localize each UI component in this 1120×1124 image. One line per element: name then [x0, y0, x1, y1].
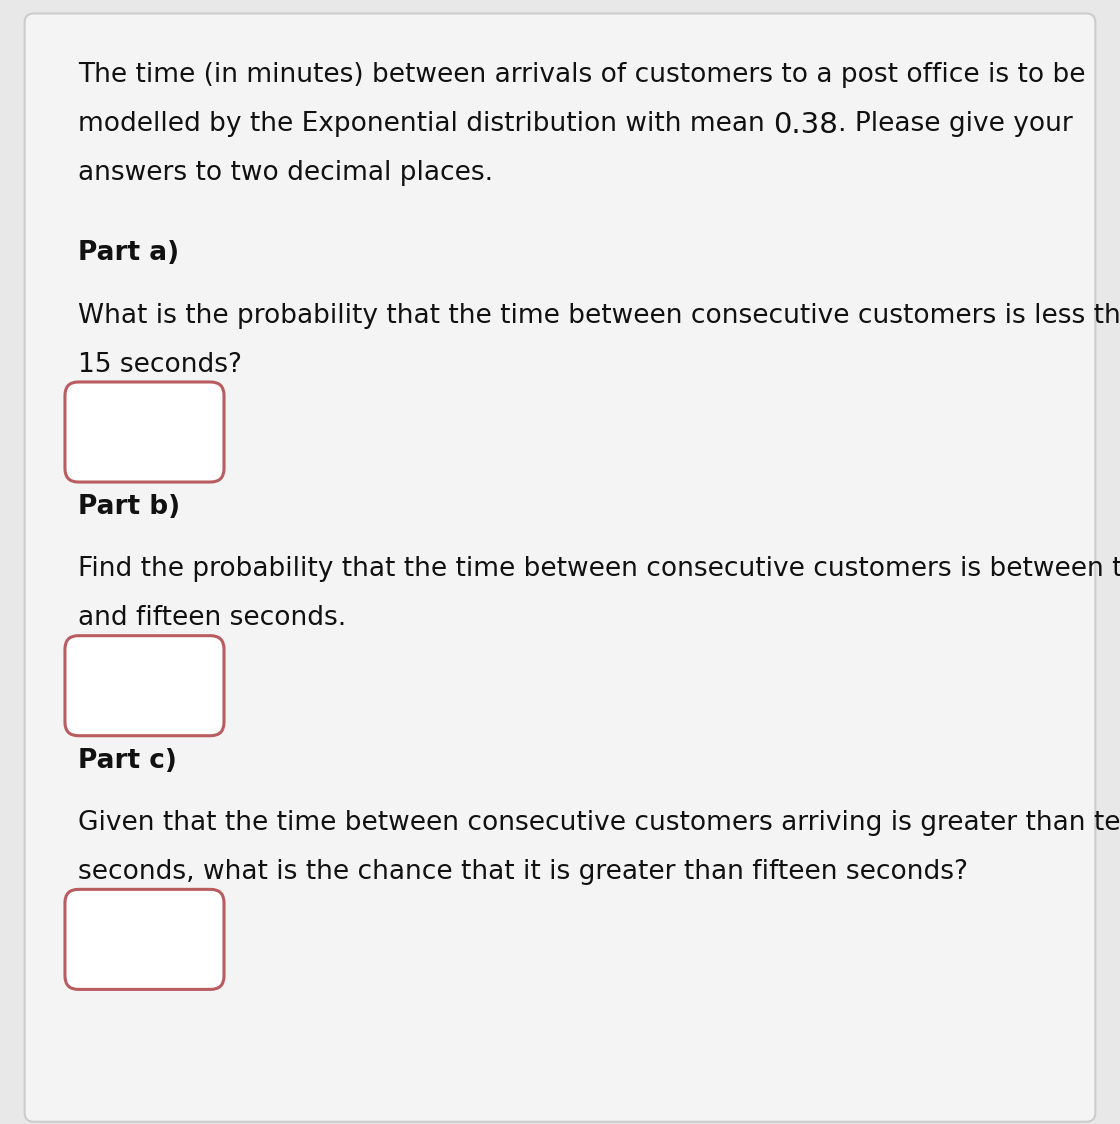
Text: Part a): Part a) — [78, 241, 179, 266]
Text: The time (in minutes) between arrivals of customers to a post office is to be: The time (in minutes) between arrivals o… — [78, 62, 1086, 88]
Text: answers to two decimal places.: answers to two decimal places. — [78, 160, 494, 187]
Text: seconds, what is the chance that it is greater than fifteen seconds?: seconds, what is the chance that it is g… — [78, 859, 969, 885]
FancyBboxPatch shape — [25, 13, 1095, 1122]
Text: Part b): Part b) — [78, 495, 180, 520]
FancyBboxPatch shape — [65, 382, 224, 482]
Text: 15 seconds?: 15 seconds? — [78, 352, 242, 378]
Text: 0.38: 0.38 — [774, 111, 839, 139]
Text: modelled by the Exponential distribution with mean: modelled by the Exponential distribution… — [78, 111, 774, 137]
Text: Find the probability that the time between consecutive customers is between ten: Find the probability that the time betwe… — [78, 556, 1120, 582]
Text: . Please give your: . Please give your — [839, 111, 1073, 137]
FancyBboxPatch shape — [65, 889, 224, 989]
Text: What is the probability that the time between consecutive customers is less than: What is the probability that the time be… — [78, 302, 1120, 328]
Text: and fifteen seconds.: and fifteen seconds. — [78, 606, 347, 632]
Text: Part c): Part c) — [78, 747, 177, 773]
FancyBboxPatch shape — [65, 636, 224, 736]
Text: Given that the time between consecutive customers arriving is greater than ten: Given that the time between consecutive … — [78, 810, 1120, 836]
